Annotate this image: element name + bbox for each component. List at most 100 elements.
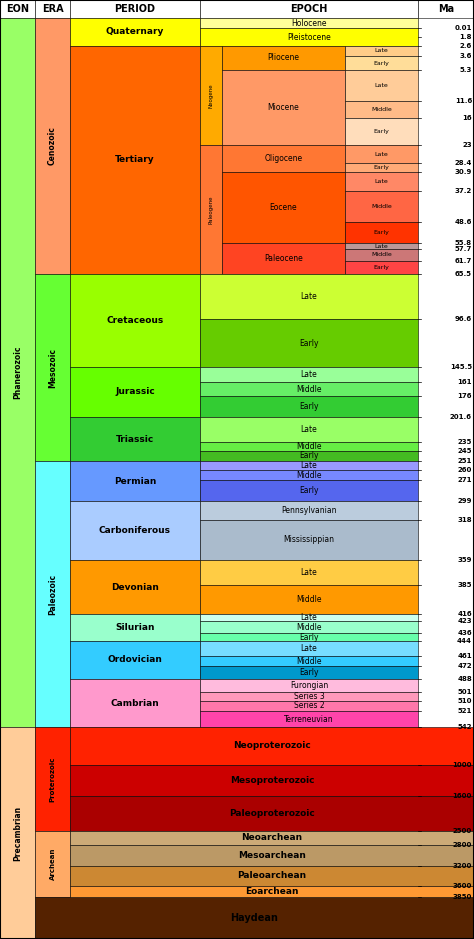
Bar xyxy=(345,163,418,172)
Bar xyxy=(345,101,418,118)
Bar xyxy=(35,274,70,461)
Text: 235: 235 xyxy=(457,439,472,445)
Bar xyxy=(70,886,474,897)
Text: Late: Late xyxy=(301,461,318,470)
Text: Cenozoic: Cenozoic xyxy=(48,127,57,165)
Text: 318: 318 xyxy=(457,517,472,523)
Bar xyxy=(222,145,345,172)
Text: Early: Early xyxy=(299,486,319,495)
Bar xyxy=(35,831,70,897)
Text: Jurassic: Jurassic xyxy=(115,388,155,396)
Text: 416: 416 xyxy=(457,611,472,617)
Text: Archean: Archean xyxy=(49,848,55,880)
Text: 28.4: 28.4 xyxy=(455,160,472,166)
Bar xyxy=(418,0,474,18)
Text: Eocene: Eocene xyxy=(270,203,297,212)
Text: Early: Early xyxy=(299,668,319,677)
Text: Early: Early xyxy=(374,60,390,66)
Text: 1.8: 1.8 xyxy=(459,34,472,40)
Text: Late: Late xyxy=(374,243,388,249)
Bar xyxy=(70,0,200,18)
Text: Paleoarchean: Paleoarchean xyxy=(237,871,307,881)
Text: Neogene: Neogene xyxy=(209,84,213,108)
Bar xyxy=(70,560,200,614)
Text: 16: 16 xyxy=(462,115,472,121)
Text: 3200: 3200 xyxy=(453,863,472,869)
Text: Phanerozoic: Phanerozoic xyxy=(13,346,22,399)
Bar xyxy=(200,451,418,461)
Bar xyxy=(200,621,418,633)
Text: Middle: Middle xyxy=(296,656,322,666)
Text: 461: 461 xyxy=(457,653,472,659)
Bar xyxy=(345,46,418,56)
Bar xyxy=(200,641,418,656)
Text: 96.6: 96.6 xyxy=(455,316,472,322)
Bar xyxy=(345,118,418,145)
Bar xyxy=(200,560,418,585)
Text: Devonian: Devonian xyxy=(111,582,159,592)
Text: 0.01: 0.01 xyxy=(455,25,472,31)
Bar xyxy=(345,172,418,191)
Bar xyxy=(200,145,222,274)
Text: 30.9: 30.9 xyxy=(455,169,472,175)
Text: 61.7: 61.7 xyxy=(455,258,472,264)
Text: 260: 260 xyxy=(457,467,472,473)
Text: Paleogene: Paleogene xyxy=(209,195,213,223)
Text: Terreneuvian: Terreneuvian xyxy=(284,715,334,724)
Text: Series 3: Series 3 xyxy=(293,692,324,701)
Text: Late: Late xyxy=(301,292,318,301)
Text: 251: 251 xyxy=(457,458,472,464)
Text: Middle: Middle xyxy=(296,470,322,480)
Bar xyxy=(70,18,200,46)
Bar xyxy=(200,633,418,641)
Text: 385: 385 xyxy=(457,582,472,588)
Bar xyxy=(35,0,70,18)
Bar xyxy=(35,897,474,939)
Bar xyxy=(345,243,418,249)
Text: Haydean: Haydean xyxy=(230,913,278,923)
Text: 23: 23 xyxy=(462,142,472,148)
Bar xyxy=(200,480,418,501)
Text: Late: Late xyxy=(301,613,318,622)
Text: 1000: 1000 xyxy=(453,762,472,768)
Text: Middle: Middle xyxy=(371,107,392,112)
Text: Paleocene: Paleocene xyxy=(264,254,303,263)
Text: 37.2: 37.2 xyxy=(455,188,472,194)
Text: 542: 542 xyxy=(457,724,472,730)
Bar xyxy=(222,70,345,145)
Text: 472: 472 xyxy=(457,663,472,669)
Bar xyxy=(345,145,418,163)
Text: Neoproterozoic: Neoproterozoic xyxy=(233,742,311,750)
Text: Early: Early xyxy=(299,452,319,460)
Text: Pleistocene: Pleistocene xyxy=(287,33,331,41)
Text: 444: 444 xyxy=(457,638,472,644)
Bar xyxy=(345,249,418,261)
Text: Middle: Middle xyxy=(371,204,392,209)
Text: 3850: 3850 xyxy=(453,894,472,900)
Text: Middle: Middle xyxy=(371,253,392,257)
Text: 55.8: 55.8 xyxy=(455,240,472,246)
Text: Mesoarchean: Mesoarchean xyxy=(238,851,306,860)
Bar xyxy=(35,18,70,274)
Text: 245: 245 xyxy=(457,448,472,454)
Bar xyxy=(222,172,345,243)
Text: 3600: 3600 xyxy=(453,883,472,889)
Bar xyxy=(70,614,200,641)
Bar xyxy=(200,46,222,145)
Text: Late: Late xyxy=(301,568,318,577)
Bar xyxy=(200,614,418,621)
Text: 11.6: 11.6 xyxy=(455,98,472,104)
Text: Middle: Middle xyxy=(296,442,322,451)
Text: Middle: Middle xyxy=(296,623,322,632)
Text: Ordovician: Ordovician xyxy=(108,655,163,665)
Bar xyxy=(200,701,418,711)
Text: Late: Late xyxy=(301,425,318,434)
Text: Early: Early xyxy=(374,265,390,270)
Bar xyxy=(200,442,418,451)
Bar xyxy=(35,727,70,831)
Bar xyxy=(345,261,418,274)
Bar xyxy=(70,274,200,367)
Bar xyxy=(200,520,418,560)
Text: 521: 521 xyxy=(457,708,472,714)
Text: Early: Early xyxy=(374,129,390,134)
